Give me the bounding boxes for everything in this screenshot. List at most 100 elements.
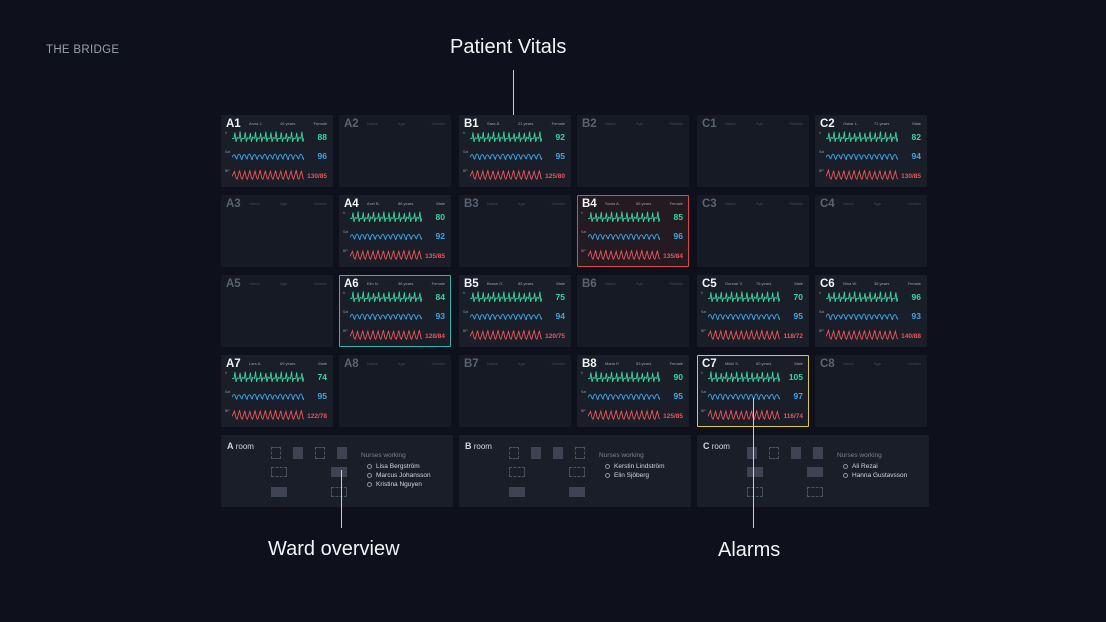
patient-gender: Gender	[551, 201, 565, 206]
nurses-working-title: Nurses working	[837, 452, 882, 459]
callout-patient-vitals: Patient Vitals	[450, 36, 567, 58]
free-bed-marker	[747, 487, 763, 497]
o2-row: Sat 95	[581, 388, 687, 406]
bed-card-b6[interactable]: B6 Name Age Gender	[577, 275, 689, 347]
room-card-c[interactable]: C room Nurses working Ali Rezai Hanna Gusta…	[697, 435, 929, 507]
bed-card-a3[interactable]: A3 Name Age Gender	[221, 195, 333, 267]
bed-card-b7[interactable]: B7 Name Age Gender	[459, 355, 571, 427]
hr-value: 85	[673, 212, 683, 222]
o2-label: Sat	[343, 310, 349, 314]
o2-row: Sat 94	[463, 308, 569, 326]
nurse-name: Kristina Nguyen	[376, 481, 422, 488]
bp-waveform	[826, 328, 898, 341]
patient-name: Name	[605, 121, 616, 126]
bed-card-b3[interactable]: B3 Name Age Gender	[459, 195, 571, 267]
patient-age: 36 years	[874, 281, 890, 286]
o2-waveform	[708, 313, 780, 321]
bed-id: A7	[226, 358, 241, 370]
o2-label: Sat	[581, 390, 587, 394]
bp-value: 118/72	[783, 333, 803, 340]
bed-card-a4[interactable]: A4 Axel B. 86 years Male h 80 Sat 92 BP 135/85	[339, 195, 451, 267]
bed-id: C3	[702, 198, 717, 210]
hr-row: h 82	[819, 129, 925, 147]
bp-label: BP	[819, 329, 824, 333]
bed-card-c8[interactable]: C8 Name Age Gender	[815, 355, 927, 427]
o2-row: Sat 93	[343, 308, 449, 326]
occupied-bed-marker	[791, 447, 801, 459]
o2-row: Sat 95	[225, 388, 331, 406]
bed-card-c6[interactable]: C6 Nina W. 36 years Female h 96 Sat 93 BP 140/88	[815, 275, 927, 347]
o2-waveform	[588, 393, 660, 401]
o2-wave-line	[470, 313, 542, 321]
room-label: C room	[703, 441, 730, 451]
bed-card-a5[interactable]: A5 Name Age Gender	[221, 275, 333, 347]
hr-row: h 74	[225, 369, 331, 387]
patient-age: 86 years	[398, 201, 414, 206]
nurse-item: Hanna Gustavsson	[843, 472, 907, 479]
patient-age: 45 years	[280, 121, 296, 126]
bed-card-c5[interactable]: C5 Gunnar V. 76 years Male h 70 Sat 95 BP 118/72	[697, 275, 809, 347]
nurse-item: Marcus Johansson	[367, 472, 431, 479]
o2-row: Sat 93	[819, 308, 925, 326]
patient-age: 21 years	[518, 121, 534, 126]
o2-value: 97	[793, 391, 803, 401]
o2-value: 96	[317, 151, 327, 161]
patient-gender: Gender	[907, 361, 921, 366]
bed-card-a7[interactable]: A7 Lars A. 69 years Male h 74 Sat 95 BP 122/78	[221, 355, 333, 427]
bed-card-b2[interactable]: B2 Name Age Gender	[577, 115, 689, 187]
bed-card-b5[interactable]: B5 Bosse O. 85 years Male h 75 Sat 94 BP 120/75	[459, 275, 571, 347]
bed-card-b4[interactable]: B4 Sonia A. 66 years Female h 85 Sat 96 BP 135/84	[577, 195, 689, 267]
bed-card-a2[interactable]: A2 Name Age Gender	[339, 115, 451, 187]
free-bed-marker	[331, 487, 347, 497]
o2-wave-line	[588, 233, 660, 241]
patient-age: Age	[874, 361, 882, 366]
hr-waveform	[826, 131, 898, 143]
bed-card-b1[interactable]: B1 Sara Å. 21 years Female h 92 Sat 95 BP 125/80	[459, 115, 571, 187]
bed-card-c2[interactable]: C2 Oskar L. 71 years Male h 82 Sat 94 BP 130/85	[815, 115, 927, 187]
bed-card-a8[interactable]: A8 Name Age Gender	[339, 355, 451, 427]
bp-label: BP	[581, 409, 586, 413]
patient-age: Age	[636, 281, 644, 286]
patient-gender: Male	[794, 281, 803, 286]
bed-id: B1	[464, 118, 479, 130]
hr-label: h	[463, 131, 465, 135]
o2-value: 96	[673, 231, 683, 241]
free-bed-marker	[509, 467, 525, 477]
patient-name: Sonia A.	[605, 201, 620, 206]
patient-gender: Gender	[313, 281, 327, 286]
patient-name: Gunnar V.	[725, 281, 743, 286]
o2-label: Sat	[463, 310, 469, 314]
hr-wave-line	[350, 291, 422, 303]
o2-waveform	[232, 153, 304, 161]
nurse-item: Kristina Nguyen	[367, 481, 422, 488]
bed-card-c1[interactable]: C1 Name Age Gender	[697, 115, 809, 187]
bp-waveform	[708, 329, 780, 341]
o2-value: 95	[555, 151, 565, 161]
free-bed-marker	[569, 467, 585, 477]
patient-gender: Female	[669, 201, 683, 206]
bed-id: C7	[702, 358, 717, 370]
o2-row: Sat 94	[819, 148, 925, 166]
bed-card-a6[interactable]: A6 Elin N. 36 years Female h 84 Sat 93 BP 128/84	[339, 275, 451, 347]
occupied-bed-marker	[531, 447, 541, 459]
bed-card-c3[interactable]: C3 Name Age Gender	[697, 195, 809, 267]
bed-card-a1[interactable]: A1 Anna J. 45 years Female h 88 Sat 96 BP 130/85	[221, 115, 333, 187]
occupied-bed-marker	[813, 447, 823, 459]
bp-label: BP	[819, 169, 824, 173]
free-bed-marker	[509, 447, 519, 459]
callout-leader-vitals	[513, 70, 514, 144]
patient-name: Name	[843, 201, 854, 206]
room-card-a[interactable]: A room Nurses working Lisa Bergström Marcus…	[221, 435, 453, 507]
bp-waveform	[708, 408, 780, 421]
bed-card-c4[interactable]: C4 Name Age Gender	[815, 195, 927, 267]
bed-id: A6	[344, 278, 359, 290]
room-card-b[interactable]: B room Nurses working Kerstin Lindström Eli…	[459, 435, 691, 507]
bed-card-b8[interactable]: B8 Maria P. 53 years Female h 90 Sat 95 BP 125/85	[577, 355, 689, 427]
bp-waveform	[350, 329, 422, 341]
o2-wave-line	[350, 313, 422, 321]
bed-id: C4	[820, 198, 835, 210]
bed-id: B6	[582, 278, 597, 290]
bed-id: B7	[464, 358, 479, 370]
nurse-name: Kerstin Lindström	[614, 463, 665, 470]
nurse-avatar-icon	[605, 473, 610, 478]
